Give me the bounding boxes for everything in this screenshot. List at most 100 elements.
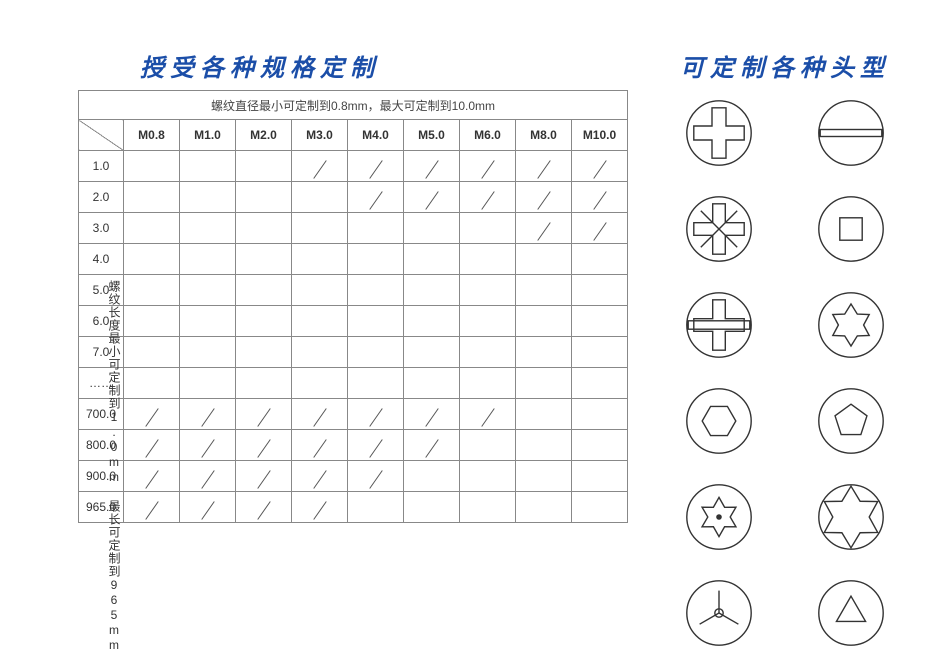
col-header: M0.8 <box>124 120 180 151</box>
col-header: M6.0 <box>460 120 516 151</box>
table-cell <box>292 306 348 337</box>
table-cell <box>292 151 348 182</box>
dash-mark <box>369 191 382 210</box>
row-header: 2.0 <box>79 182 124 213</box>
table-cell <box>348 430 404 461</box>
head-tri-wing-icon <box>684 578 754 648</box>
table-cell <box>348 461 404 492</box>
table-cell <box>516 306 572 337</box>
table-cell <box>404 337 460 368</box>
dash-mark <box>145 470 158 489</box>
table-cell <box>124 151 180 182</box>
right-title: 可定制各种头型 <box>680 48 890 83</box>
table-cell <box>236 213 292 244</box>
table-cell <box>572 461 628 492</box>
table-cell <box>236 306 292 337</box>
head-phillips-icon <box>684 98 754 168</box>
table-cell <box>404 461 460 492</box>
dash-mark <box>145 408 158 427</box>
table-cell <box>404 399 460 430</box>
col-header: M5.0 <box>404 120 460 151</box>
table-cell <box>236 337 292 368</box>
table-cell <box>572 244 628 275</box>
table-cell <box>292 244 348 275</box>
table-cell <box>292 182 348 213</box>
table-cell <box>404 306 460 337</box>
table-cell <box>516 399 572 430</box>
table-cell <box>292 492 348 523</box>
table-cell <box>236 461 292 492</box>
table-cell <box>124 399 180 430</box>
head-pozi-icon <box>684 194 754 264</box>
table-cell <box>180 244 236 275</box>
table-cell <box>180 368 236 399</box>
dash-mark <box>425 160 438 179</box>
table-cell <box>180 337 236 368</box>
table-cell <box>516 213 572 244</box>
table-cell <box>348 306 404 337</box>
table-cell <box>516 337 572 368</box>
table-cell <box>460 461 516 492</box>
head-types <box>670 98 900 648</box>
dash-mark <box>313 501 326 520</box>
dash-mark <box>257 408 270 427</box>
table-cell <box>460 151 516 182</box>
head-square-icon <box>816 194 886 264</box>
table-cell <box>236 430 292 461</box>
table-cell <box>180 399 236 430</box>
dash-mark <box>369 408 382 427</box>
table-cell <box>460 182 516 213</box>
dash-mark <box>593 222 606 241</box>
dash-mark <box>257 501 270 520</box>
dash-mark <box>313 160 326 179</box>
table-cell <box>404 492 460 523</box>
spec-block: 螺纹长度最小可定制到1.0mm 最长可定制到965mm 螺纹直径最小可定制到0.… <box>50 90 640 523</box>
col-header: M2.0 <box>236 120 292 151</box>
dash-mark <box>313 470 326 489</box>
dash-mark <box>593 160 606 179</box>
table-cell <box>572 368 628 399</box>
col-header: M4.0 <box>348 120 404 151</box>
table-cell <box>460 244 516 275</box>
table-cell <box>180 306 236 337</box>
table-cell <box>180 213 236 244</box>
spec-table: 螺纹直径最小可定制到0.8mm，最大可定制到10.0mmM0.8M1.0M2.0… <box>78 90 628 523</box>
table-cell <box>404 151 460 182</box>
table-cell <box>460 337 516 368</box>
table-cell <box>180 151 236 182</box>
table-cell <box>348 337 404 368</box>
table-cell <box>404 275 460 306</box>
table-cell <box>348 182 404 213</box>
table-cell <box>460 399 516 430</box>
table-cell <box>460 306 516 337</box>
dash-mark <box>313 439 326 458</box>
table-cell <box>460 430 516 461</box>
dash-mark <box>537 191 550 210</box>
table-cell <box>292 213 348 244</box>
dash-mark <box>481 160 494 179</box>
table-cell <box>572 306 628 337</box>
dash-mark <box>201 408 214 427</box>
table-cell <box>516 182 572 213</box>
table-cell <box>124 337 180 368</box>
table-cell <box>460 368 516 399</box>
table-cell <box>516 492 572 523</box>
table-cell <box>236 244 292 275</box>
table-cell <box>404 182 460 213</box>
table-cell <box>124 213 180 244</box>
table-cell <box>180 182 236 213</box>
table-side-label: 螺纹长度最小可定制到1.0mm 最长可定制到965mm <box>105 280 123 653</box>
table-cell <box>180 430 236 461</box>
dash-mark <box>369 470 382 489</box>
dash-mark <box>593 191 606 210</box>
table-cell <box>348 213 404 244</box>
table-cell <box>460 275 516 306</box>
table-corner <box>79 120 124 151</box>
row-header: 4.0 <box>79 244 124 275</box>
table-cell <box>460 492 516 523</box>
table-cell <box>460 213 516 244</box>
dash-mark <box>481 408 494 427</box>
table-cell <box>348 368 404 399</box>
table-cell <box>572 151 628 182</box>
head-spanner-star-icon <box>816 482 886 552</box>
